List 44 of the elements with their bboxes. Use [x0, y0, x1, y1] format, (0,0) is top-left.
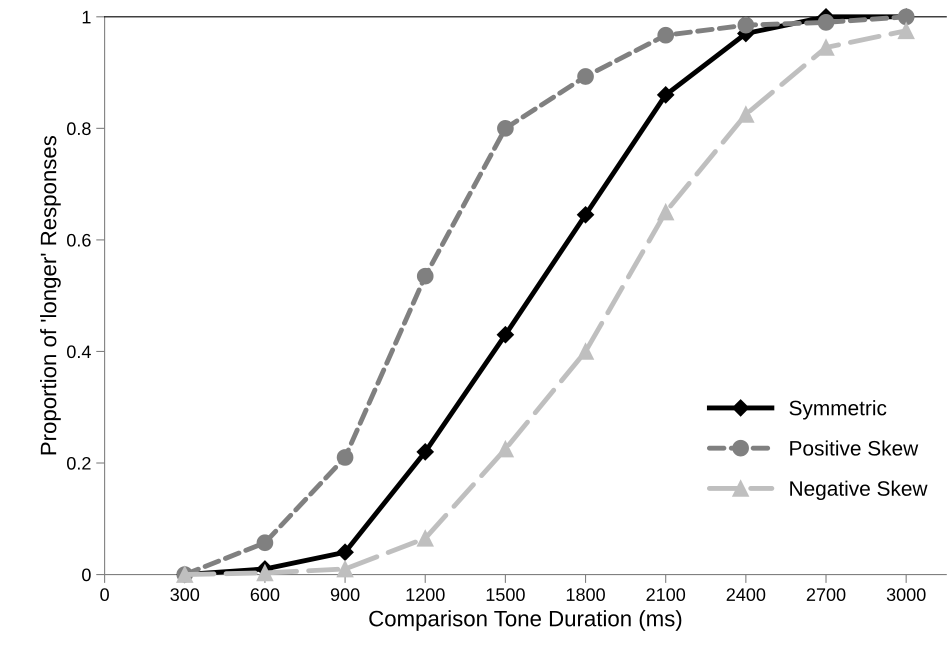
point [818, 39, 834, 56]
point [416, 530, 434, 547]
x-tick-label: 1500 [486, 588, 525, 602]
x-tick-label: 1800 [566, 588, 605, 602]
x-tick-label: 0 [100, 588, 109, 602]
point [738, 16, 754, 34]
y-tick-label: 1 [82, 10, 91, 24]
point [336, 544, 354, 561]
point [818, 14, 834, 31]
point [577, 343, 594, 360]
legend-label: Negative Skew [790, 480, 928, 500]
point [256, 534, 274, 552]
x-tick-label: 600 [250, 588, 280, 602]
y-tick-label: 0 [82, 568, 91, 582]
point [496, 326, 514, 344]
x-tick-label: 2100 [646, 588, 686, 602]
y-tick-label: 0.8 [67, 122, 91, 136]
point [497, 440, 514, 458]
x-axis-title: Comparison Tone Duration (ms) [369, 610, 682, 631]
point [416, 443, 434, 460]
point [577, 68, 594, 85]
y-tick-label: 0.2 [67, 456, 91, 470]
point [256, 564, 274, 582]
x-tick-label: 2700 [806, 588, 846, 602]
point [336, 560, 354, 578]
legend-label: Symmetric [789, 400, 886, 420]
y-tick-label: 0.6 [67, 234, 91, 247]
point [576, 206, 594, 224]
legend-label: Positive Skew [790, 440, 918, 456]
point [657, 86, 674, 104]
point [657, 204, 674, 220]
point [898, 22, 914, 40]
x-tick-label: 2400 [726, 588, 766, 602]
x-tick-label: 900 [330, 588, 360, 602]
y-tick-label: 0.4 [67, 345, 91, 358]
point [497, 120, 514, 137]
point [416, 268, 434, 284]
point [738, 106, 754, 123]
y-axis-title: Proportion of 'longer' Responses [40, 136, 61, 454]
point [657, 26, 674, 44]
x-tick-label: 1200 [406, 588, 445, 602]
point [336, 449, 354, 466]
x-tick-label: 3000 [886, 588, 926, 602]
x-tick-label: 300 [170, 588, 200, 602]
